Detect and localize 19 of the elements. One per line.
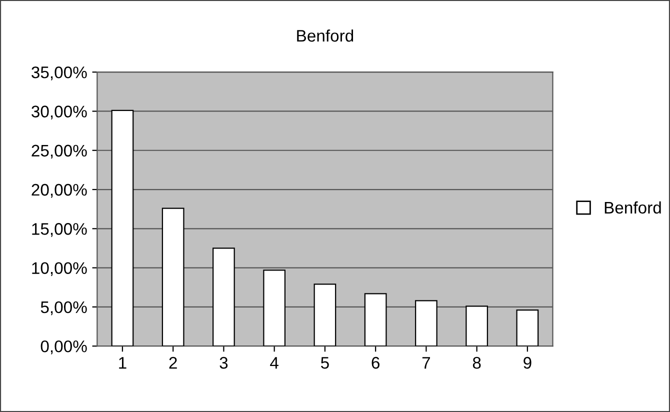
y-tick-label: 25,00% [32, 144, 87, 159]
y-tick-label: 15,00% [32, 223, 87, 237]
x-tick-label: 3 [220, 356, 228, 369]
legend-label: Benford [604, 201, 661, 214]
x-tick-label: 1 [119, 357, 126, 369]
x-tick-label: 5 [320, 357, 329, 369]
chart-title: Benford [297, 29, 354, 42]
y-tick-label: 35,00% [32, 66, 87, 80]
x-tick-label: 4 [270, 357, 278, 369]
y-tick-label: 10,00% [32, 262, 87, 276]
x-tick-label: 9 [524, 356, 532, 369]
x-tick-label: 2 [169, 356, 177, 369]
x-tick-label: 6 [372, 356, 380, 369]
x-tick-label: 8 [472, 356, 481, 369]
y-tick-label: 5,00% [40, 301, 87, 316]
y-tick-label: 20,00% [32, 184, 87, 198]
x-tick-label: 7 [422, 357, 430, 369]
y-tick-label: 0,00% [40, 340, 87, 354]
y-tick-label: 30,00% [32, 106, 87, 120]
